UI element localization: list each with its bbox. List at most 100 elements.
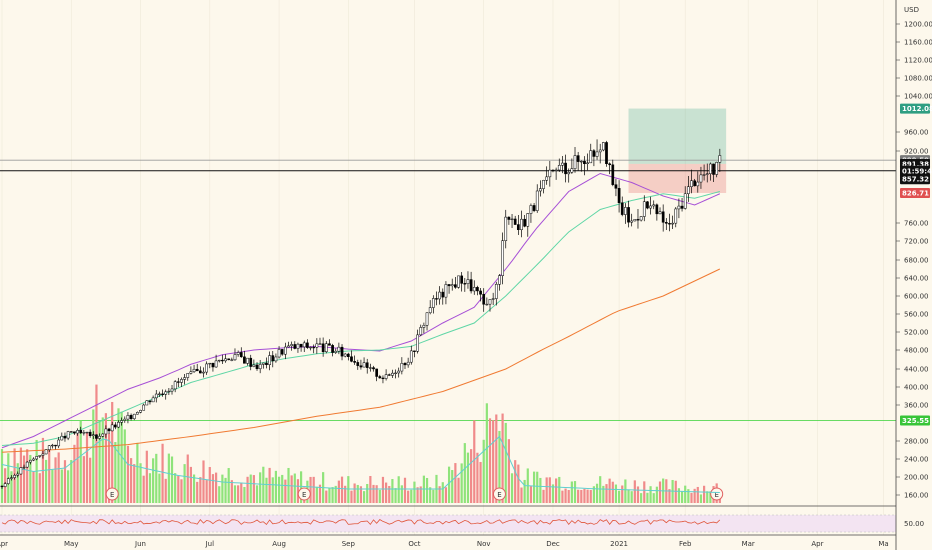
candle-body: [192, 368, 196, 373]
volume-bar: [466, 452, 470, 503]
volume-bar: [573, 481, 577, 503]
candle-body: [702, 174, 706, 176]
volume-bar: [388, 485, 391, 503]
volume-bar: [611, 481, 614, 503]
volume-bar: [702, 485, 706, 503]
price-tag-box: [900, 187, 930, 198]
volume-bar: [485, 403, 488, 503]
candle-body: [117, 422, 120, 428]
candle-body: [696, 181, 700, 187]
grid: [1, 0, 884, 535]
candle-body: [176, 381, 180, 383]
volume-bar: [658, 481, 662, 503]
candle-body: [573, 155, 577, 169]
time-tick-label: Apr: [811, 540, 823, 548]
volume-bar: [640, 493, 643, 503]
candle-body: [583, 160, 586, 165]
volume-bar: [98, 420, 101, 503]
volume-bar: [517, 464, 520, 503]
volume-bar: [252, 475, 255, 503]
candle-body: [362, 362, 366, 368]
rsi-reference-label: 50.00: [904, 520, 924, 528]
volume-bar: [167, 453, 170, 503]
candle-body: [101, 433, 105, 437]
candle-body: [151, 397, 155, 403]
candle-body: [627, 207, 630, 223]
candle-body: [217, 359, 221, 362]
horizontal-lines[interactable]: [0, 159, 896, 421]
time-tick-label: Jul: [205, 540, 215, 548]
volume-bar: [706, 491, 709, 503]
volume-bar: [145, 450, 148, 503]
price-tick-label: 200.00: [904, 474, 929, 482]
volume-bar: [334, 485, 337, 503]
volume-bar: [536, 471, 539, 503]
volume-bar: [299, 471, 303, 503]
volume-bar: [551, 484, 555, 503]
moving-average: [1, 191, 720, 446]
candle-body: [73, 431, 76, 434]
volume-bar: [580, 489, 583, 503]
price-tag-label: 325.55: [902, 417, 929, 425]
volume-bar: [416, 487, 419, 503]
volume-bar: [460, 463, 463, 503]
volume-bar: [208, 467, 211, 503]
price-tag-box: [900, 415, 930, 426]
candle-body: [331, 345, 334, 353]
candle-body: [649, 205, 652, 209]
candle-body: [485, 303, 489, 306]
price-tick-label: 1200.00: [904, 21, 932, 29]
time-axis[interactable]: Apr May Jun Jul Aug Sep Oct Nov Dec 2021 Feb Mar Apr…: [0, 540, 889, 548]
candle-body: [265, 362, 268, 365]
rsi-band: [0, 515, 896, 532]
volume-bar: [564, 488, 567, 503]
volume-bar: [268, 467, 271, 503]
candle-body: [605, 142, 608, 165]
price-axis[interactable]: 1200.00 1160.00 1120.00 1080.00 1040.00 960.0…: [896, 21, 932, 500]
price-tag-label: 826.71: [902, 189, 929, 197]
candle-body: [709, 163, 712, 174]
candle-body: [683, 193, 687, 209]
candle-body: [243, 356, 246, 364]
rsi-line: [1, 519, 721, 526]
candle-body: [142, 404, 146, 411]
volume-bar: [403, 477, 407, 503]
volume-bar: [643, 481, 646, 503]
candle-body: [494, 283, 498, 299]
volume-bar: [391, 479, 394, 503]
volume-bar: [63, 460, 67, 503]
earnings-marker-label: E: [302, 491, 306, 499]
candle-body: [63, 435, 67, 439]
candle-body: [88, 431, 92, 436]
candle-body: [520, 218, 523, 230]
volume-bar: [425, 477, 429, 503]
volume-bar: [259, 472, 262, 503]
long-position-tool[interactable]: [628, 108, 727, 193]
candle-body: [661, 211, 665, 223]
volume-bar: [627, 489, 630, 503]
candle-body: [170, 388, 174, 392]
volume-bar: [501, 413, 504, 503]
volume-bar: [548, 477, 551, 503]
price-tick-label: 640.00: [904, 275, 929, 283]
volume-bar: [290, 475, 293, 503]
candle-body: [687, 186, 690, 194]
candle-body: [400, 363, 404, 372]
volume-bar: [161, 443, 164, 503]
volume-bar: [101, 417, 104, 503]
candle-body: [595, 151, 599, 157]
volume-bar: [246, 476, 249, 503]
candle-body: [482, 294, 486, 305]
volume-bar: [397, 476, 400, 503]
volume-bar: [199, 477, 202, 503]
time-tick-label: Nov: [477, 540, 491, 548]
volume-bar: [155, 453, 158, 503]
candle-body: [642, 201, 646, 217]
candle-body: [173, 381, 177, 390]
candle-body: [372, 367, 375, 370]
volume-bar: [152, 458, 155, 503]
volume-bar: [16, 463, 19, 503]
candle-body: [167, 390, 171, 393]
time-tick-label: 2021: [610, 540, 628, 548]
